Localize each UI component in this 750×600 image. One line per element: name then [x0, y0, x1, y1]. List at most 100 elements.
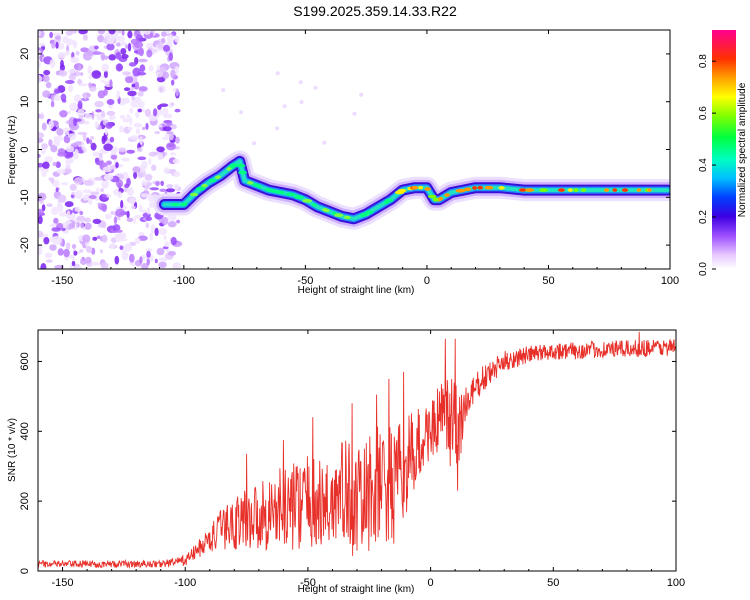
noise-blob [115, 162, 119, 169]
noise-blob [352, 111, 357, 116]
spectrogram-ridge [153, 150, 670, 230]
noise-blob [141, 126, 146, 131]
noise-blob [129, 116, 133, 126]
noise-blob [313, 85, 318, 90]
noise-blob [127, 90, 137, 97]
noise-blob [80, 97, 90, 102]
noise-blob [100, 79, 105, 83]
colorbar-tick-label: 0.2 [698, 210, 709, 224]
noise-blob [110, 154, 118, 160]
noise-blob [49, 59, 56, 68]
noise-blob [82, 189, 93, 194]
noise-blob [163, 235, 167, 240]
noise-blob [75, 50, 80, 56]
noise-blob [94, 176, 104, 181]
noise-blob [77, 64, 82, 71]
noise-blob [81, 141, 85, 151]
ridge-hotspot [278, 190, 285, 195]
noise-blob [128, 62, 137, 67]
noise-blob [168, 250, 176, 256]
noise-blob [85, 193, 91, 201]
noise-blob [155, 181, 160, 187]
ridge-hotspot [603, 188, 610, 192]
noise-blob [158, 257, 168, 262]
noise-blob [156, 146, 165, 153]
snr-x-label: Height of straight line (km) [298, 584, 415, 595]
ridge-hotspot [201, 183, 208, 188]
noise-blob [65, 145, 75, 153]
noise-blob [116, 90, 120, 100]
ridge-hotspot [230, 163, 239, 167]
noise-blob [91, 70, 102, 79]
noise-blob [88, 82, 92, 88]
noise-blob [65, 131, 70, 136]
noise-blob [100, 262, 109, 269]
noise-blob [322, 140, 327, 145]
spectrogram-y-ticks: -20 -10 0 10 20 [19, 48, 670, 253]
snr-x-tick-label: 100 [667, 577, 685, 589]
spectrogram-x-ticks: -150 -100 -50 0 50 100 [37, 30, 679, 287]
noise-blob [126, 114, 131, 119]
noise-blob [109, 136, 115, 143]
noise-blob [45, 81, 52, 89]
noise-blob [139, 64, 146, 72]
noise-blob [116, 35, 126, 42]
noise-blob [359, 92, 364, 97]
noise-blob [137, 100, 145, 109]
noise-blob [52, 94, 62, 102]
noise-blob [122, 97, 131, 104]
noise-blob [154, 258, 158, 264]
noise-blob [131, 83, 136, 88]
noise-blob [126, 210, 130, 219]
noise-blob [152, 151, 160, 156]
noise-blob [116, 216, 121, 221]
ridge-hotspot [384, 198, 394, 203]
noise-blob [130, 86, 135, 91]
noise-blob [106, 99, 115, 105]
noise-blob [119, 114, 126, 120]
noise-blob [252, 141, 256, 146]
noise-blob [165, 188, 176, 193]
noise-blob [41, 122, 47, 131]
noise-blob [44, 252, 53, 258]
ridge-hotspot [285, 192, 296, 197]
noise-blob [132, 216, 136, 225]
noise-blob [102, 166, 112, 173]
noise-blob [148, 201, 155, 209]
ridge-hotspot [236, 163, 246, 168]
noise-blob [44, 156, 53, 163]
ridge-hotspot [322, 208, 328, 212]
noise-blob [41, 168, 47, 178]
noise-blob [84, 120, 90, 125]
noise-blob [110, 210, 115, 215]
ridge-hotspot [432, 197, 439, 202]
noise-blob [90, 191, 99, 196]
noise-blob [70, 143, 78, 148]
ridge-hotspot [171, 202, 179, 207]
noise-blob [121, 157, 130, 162]
noise-blob [64, 159, 74, 164]
noise-blob [38, 230, 44, 238]
noise-blob [163, 113, 173, 119]
ridge-hotspot [525, 188, 535, 192]
ridge-hotspot [365, 210, 374, 214]
noise-blob [82, 234, 91, 243]
noise-blob [158, 228, 167, 236]
noise-blob [150, 48, 159, 54]
noise-blob [137, 156, 147, 161]
ridge-hotspot [539, 188, 548, 192]
figure-title: S199.2025.359.14.33.R22 [293, 3, 457, 19]
noise-blob [138, 86, 148, 92]
noise-blob [162, 44, 171, 52]
noise-blob [166, 34, 174, 43]
noise-blob [131, 94, 136, 101]
noise-blob [151, 164, 157, 171]
noise-blob [38, 244, 44, 250]
ridge-hotspot [498, 186, 505, 190]
noise-blob [166, 131, 174, 135]
noise-blob [50, 144, 58, 153]
noise-blob [166, 142, 176, 151]
noise-blob [100, 188, 104, 193]
ridge-hotspot [518, 188, 527, 192]
